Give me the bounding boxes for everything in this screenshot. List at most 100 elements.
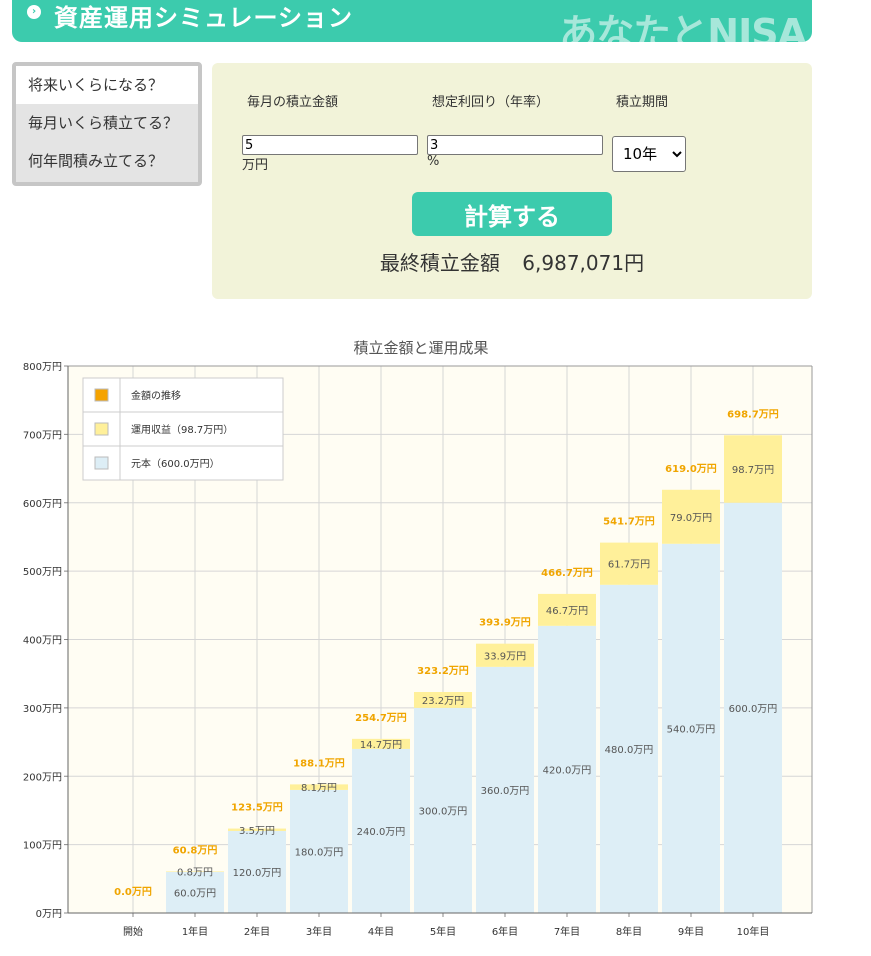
calculate-button[interactable]: 計算する: [412, 192, 612, 236]
bar-principal: [724, 502, 782, 913]
bar-principal-label: 480.0万円: [605, 745, 654, 756]
monthly-unit: 万円: [242, 158, 269, 173]
mode-tabs: 将来いくらになる？ 毎月いくら積立てる？ 何年間積み立てる？: [12, 62, 202, 186]
tab-years[interactable]: 何年間積み立てる？: [28, 152, 164, 170]
bar-total-label: 60.8万円: [173, 844, 218, 856]
x-tick-label: 4年目: [368, 925, 394, 938]
bar-principal-label: 120.0万円: [233, 868, 282, 879]
bar-principal-label: 180.0万円: [295, 847, 344, 858]
bar-principal: [352, 748, 410, 913]
rate-unit: %: [427, 154, 440, 169]
bar-profit-label: 0.8万円: [177, 868, 213, 879]
bar-profit: [166, 871, 224, 872]
y-tick-label: 700万円: [23, 430, 62, 441]
bar-principal-label: 360.0万円: [481, 786, 530, 797]
bar-principal-label: 300.0万円: [419, 806, 468, 817]
bar-principal: [290, 789, 348, 913]
monthly-amount-input[interactable]: [242, 135, 418, 155]
legend-entry: 運用収益（98.7万円）: [131, 423, 233, 436]
legend-box: [82, 377, 284, 481]
bar-profit: [662, 489, 720, 544]
legend-entry: 金額の推移: [131, 389, 181, 402]
rate-label: 想定利回り（年率）: [432, 95, 550, 110]
monthly-amount-label: 毎月の積立金額: [247, 95, 339, 110]
bar-profit: [724, 435, 782, 503]
bar-profit-label: 33.9万円: [484, 651, 526, 662]
bar-profit-label: 46.7万円: [546, 606, 588, 617]
bar-total-label: 466.7万円: [541, 567, 593, 579]
bar-profit: [290, 784, 348, 790]
bar-total-label: 698.7万円: [727, 408, 779, 420]
bar-principal: [662, 543, 720, 913]
bar-profit-label: 8.1万円: [301, 783, 337, 794]
result-label: 最終積立金額: [379, 251, 500, 275]
site-logo: あなたとNISA: [559, 11, 807, 42]
bar-profit: [352, 738, 410, 749]
x-tick-label: 10年目: [737, 925, 770, 938]
bar-principal: [414, 707, 472, 913]
x-tick-label: 3年目: [306, 925, 332, 938]
legend-swatch: [94, 388, 109, 402]
simulation-form: 毎月の積立金額 想定利回り（年率） 積立期間 万円 % 10年 計算する 最終積…: [212, 63, 812, 299]
page-title: 資産運用シミュレーション: [54, 4, 354, 32]
bar-principal: [228, 830, 286, 913]
x-tick-label: 5年目: [430, 925, 456, 938]
y-tick-label: 300万円: [23, 704, 62, 715]
accumulation-chart: 積立金額と運用成果 0万円 100万円 200万円 300万円 400万円 500万円 600…: [23, 339, 813, 938]
bar-profit: [600, 542, 658, 585]
bar-total-label: 0.0万円: [114, 886, 152, 898]
result-value: 6,987,071円: [522, 251, 645, 275]
bar-principal: [600, 584, 658, 913]
bar-profit: [538, 593, 596, 626]
bar-total-label: 393.9万円: [479, 617, 531, 629]
legend-entry: 元本（600.0万円）: [131, 457, 220, 470]
y-tick-label: 600万円: [23, 499, 62, 510]
y-tick-label: 0万円: [36, 909, 62, 920]
y-tick-label: 100万円: [23, 841, 62, 852]
bar-total-label: 323.2万円: [417, 665, 469, 677]
bar-profit-label: 98.7万円: [732, 465, 774, 476]
x-tick-label: 7年目: [554, 925, 580, 938]
bar-total-label: 123.5万円: [231, 802, 283, 814]
bar-profit: [414, 692, 472, 708]
y-tick-label: 500万円: [23, 567, 62, 578]
legend-swatch: [94, 456, 109, 470]
bar-principal-label: 420.0万円: [543, 765, 592, 776]
result-line: 最終積立金額 6,987,071円: [212, 247, 812, 276]
bar-total-label: 541.7万円: [603, 516, 655, 528]
x-tick-label: 6年目: [492, 925, 518, 938]
bar-principal: [476, 666, 534, 913]
x-tick-label: 開始: [123, 925, 143, 938]
bar-profit-label: 61.7万円: [608, 560, 650, 571]
tab-future-amount[interactable]: 将来いくらになる？: [16, 66, 198, 104]
period-select[interactable]: 10年: [612, 136, 686, 172]
bar-principal-label: 60.0万円: [174, 888, 216, 899]
bar-principal-label: 600.0万円: [729, 704, 778, 715]
bar-profit-label: 14.7万円: [360, 740, 402, 751]
period-label: 積立期間: [616, 95, 669, 110]
bar-total-label: 619.0万円: [665, 463, 717, 475]
bar-profit: [476, 643, 534, 667]
y-tick-label: 800万円: [23, 362, 62, 373]
x-tick-label: 1年目: [182, 925, 208, 938]
bar-principal-label: 540.0万円: [667, 724, 716, 735]
chart-title: 積立金額と運用成果: [353, 339, 488, 357]
bar-total-label: 188.1万円: [293, 757, 345, 769]
bar-profit-label: 3.5万円: [239, 826, 275, 837]
y-tick-label: 200万円: [23, 772, 62, 783]
x-tick-label: 9年目: [678, 925, 704, 938]
rate-input[interactable]: [427, 135, 603, 155]
chevron-right-icon: ›: [27, 5, 41, 19]
header-banner: › 資産運用シミュレーション あなたとNISA: [12, 0, 812, 42]
x-tick-label: 2年目: [244, 925, 270, 938]
tab-monthly-amount[interactable]: 毎月いくら積立てる？: [28, 114, 179, 132]
legend-swatch: [94, 422, 109, 436]
bar-profit: [228, 828, 286, 831]
bar-profit-label: 23.2万円: [422, 696, 464, 707]
bar-profit-label: 79.0万円: [670, 513, 712, 524]
bar-principal: [166, 871, 224, 913]
bar-total-label: 254.7万円: [355, 712, 407, 724]
bar-principal-label: 240.0万円: [357, 827, 406, 838]
x-tick-label: 8年目: [616, 925, 642, 938]
bar-principal: [538, 625, 596, 913]
